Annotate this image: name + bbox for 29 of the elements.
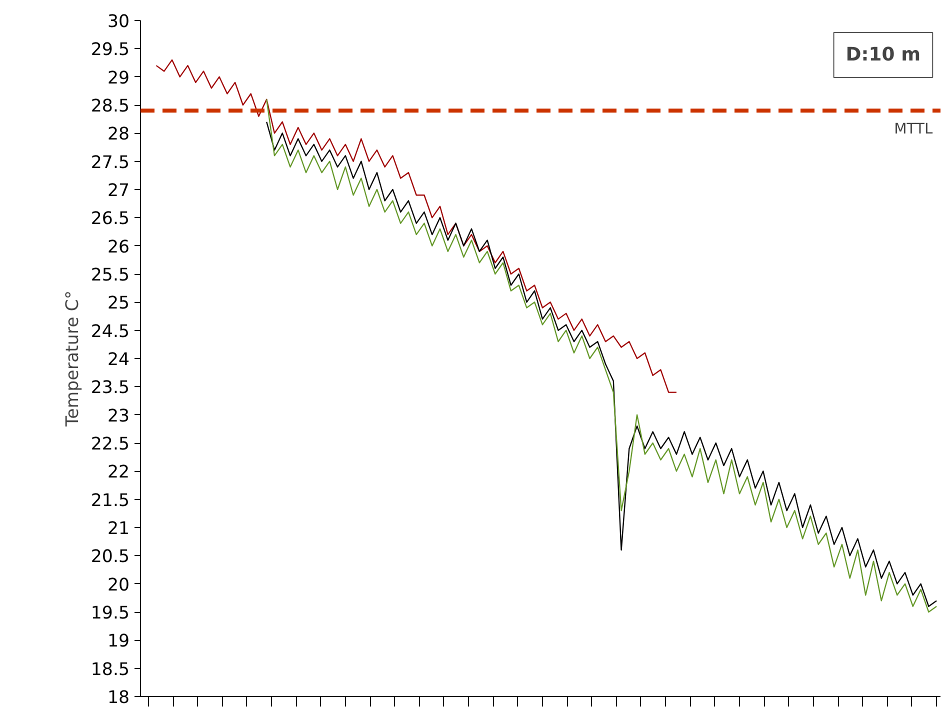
line-series xyxy=(156,59,678,393)
y-tick-label: 26.5 xyxy=(90,209,130,230)
y-tick-label: 19 xyxy=(107,632,130,652)
y-tick-label: 23.5 xyxy=(90,378,130,398)
y-tick-label: 23 xyxy=(107,406,130,426)
ref-line-label: MTTL xyxy=(894,120,934,138)
y-tick-label: 20 xyxy=(107,575,130,596)
y-tick-label: 24 xyxy=(107,350,130,370)
annotation: D:10 m xyxy=(846,44,921,66)
y-tick-label: 29 xyxy=(107,68,130,88)
y-tick-label: 25.5 xyxy=(90,266,130,286)
y-tick-label: 22.5 xyxy=(90,434,130,454)
y-tick-label: 19.5 xyxy=(90,604,130,624)
y-tick-label: 27 xyxy=(107,181,130,201)
y-tick-label: 22 xyxy=(107,462,130,483)
y-tick-label: 27.5 xyxy=(90,152,130,173)
y-tick-label: 29.5 xyxy=(90,40,130,60)
y-tick-label: 25 xyxy=(107,294,130,314)
y-tick-label: 21 xyxy=(107,519,130,539)
y-tick-label: 26 xyxy=(107,237,130,258)
y-axis-title: Temperature C° xyxy=(62,290,83,428)
y-tick-label: 28.5 xyxy=(90,96,130,116)
y-tick-label: 21.5 xyxy=(90,490,130,511)
y-tick-label: 20.5 xyxy=(90,547,130,568)
y-tick-label: 18.5 xyxy=(90,660,130,680)
y-tick-label: 28 xyxy=(107,124,130,145)
y-tick-label: 30 xyxy=(107,12,130,32)
y-tick-label: 24.5 xyxy=(90,322,130,342)
y-tick-label: 18 xyxy=(107,688,130,708)
